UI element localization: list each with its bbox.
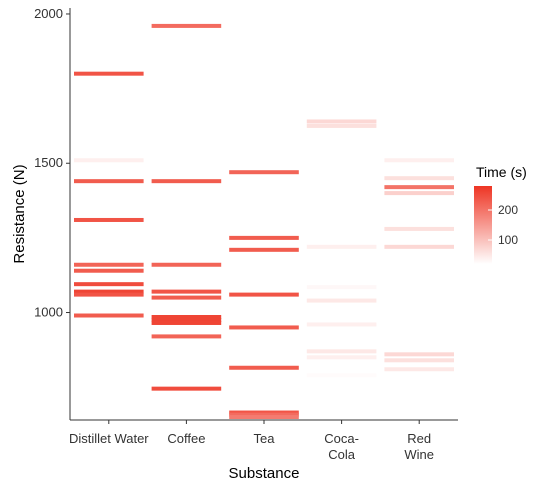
legend-colorbar <box>474 186 492 264</box>
resistance-bar <box>74 217 144 222</box>
resistance-bar <box>74 282 144 287</box>
resistance-bar <box>384 191 454 196</box>
x-tick-label: Distillet Water <box>69 431 149 446</box>
y-tick-label: 1000 <box>34 305 63 320</box>
resistance-bar <box>151 23 222 28</box>
resistance-bar <box>151 334 222 339</box>
resistance-bar <box>306 244 377 249</box>
resistance-bar <box>229 170 299 175</box>
resistance-bar <box>229 235 299 240</box>
resistance-bar <box>384 176 454 181</box>
x-tick-label: Tea <box>254 431 276 446</box>
y-axis-ticks: 1000 1500 2000 <box>34 6 70 320</box>
resistance-bar <box>384 367 454 372</box>
resistance-bar <box>229 292 299 297</box>
x-tick-label: Wine <box>404 447 434 462</box>
resistance-bar <box>229 365 299 370</box>
resistance-bar <box>151 315 222 319</box>
resistance-bar <box>74 179 144 184</box>
resistance-bar <box>229 410 299 415</box>
resistance-bar <box>229 412 299 417</box>
resistance-bar <box>151 289 222 294</box>
resistance-bar <box>151 179 222 184</box>
resistance-bar <box>384 292 454 297</box>
y-axis-title: Resistance (N) <box>11 164 28 263</box>
resistance-bar <box>229 325 299 330</box>
resistance-bar <box>151 386 222 391</box>
x-tick-label: Red <box>407 431 431 446</box>
y-tick-label: 1500 <box>34 155 63 170</box>
x-tick-label: Cola <box>328 447 356 462</box>
resistance-bar <box>384 244 454 249</box>
resistance-bar <box>306 373 377 378</box>
resistance-bar <box>384 226 454 231</box>
resistance-bar <box>74 158 144 163</box>
resistance-bar <box>384 158 454 163</box>
resistance-bar <box>151 262 222 267</box>
resistance-bar <box>384 358 454 363</box>
legend-title: Time (s) <box>476 164 527 180</box>
resistance-bar <box>306 355 377 360</box>
resistance-bar <box>229 415 299 420</box>
x-tick-label: Coffee <box>167 431 205 446</box>
resistance-bar <box>151 317 222 322</box>
legend: Time (s) 100 200 <box>474 164 527 264</box>
resistance-bar <box>306 119 377 124</box>
resistance-bar <box>151 320 222 325</box>
legend-tick-label: 200 <box>498 203 518 217</box>
resistance-bar <box>384 352 454 357</box>
resistance-bar <box>306 285 377 290</box>
resistance-bar <box>74 262 144 267</box>
resistance-bar <box>306 322 377 327</box>
resistance-bar <box>306 123 377 128</box>
y-tick-label: 2000 <box>34 6 63 21</box>
x-tick-label: Coca- <box>324 431 359 446</box>
x-axis-title: Substance <box>229 465 300 482</box>
resistance-bar <box>229 247 299 252</box>
legend-ticks: 100 200 <box>488 203 518 247</box>
resistance-bar <box>306 349 377 354</box>
resistance-bar <box>306 298 377 303</box>
resistance-bar <box>74 289 144 294</box>
legend-tick-label: 100 <box>498 233 518 247</box>
resistance-bar <box>74 268 144 273</box>
resistance-bar <box>74 313 144 318</box>
resistance-bar <box>74 71 144 76</box>
resistance-bar <box>151 295 222 300</box>
resistance-bar <box>384 185 454 190</box>
chart-marks <box>74 23 454 420</box>
resistance-bar <box>74 292 144 297</box>
